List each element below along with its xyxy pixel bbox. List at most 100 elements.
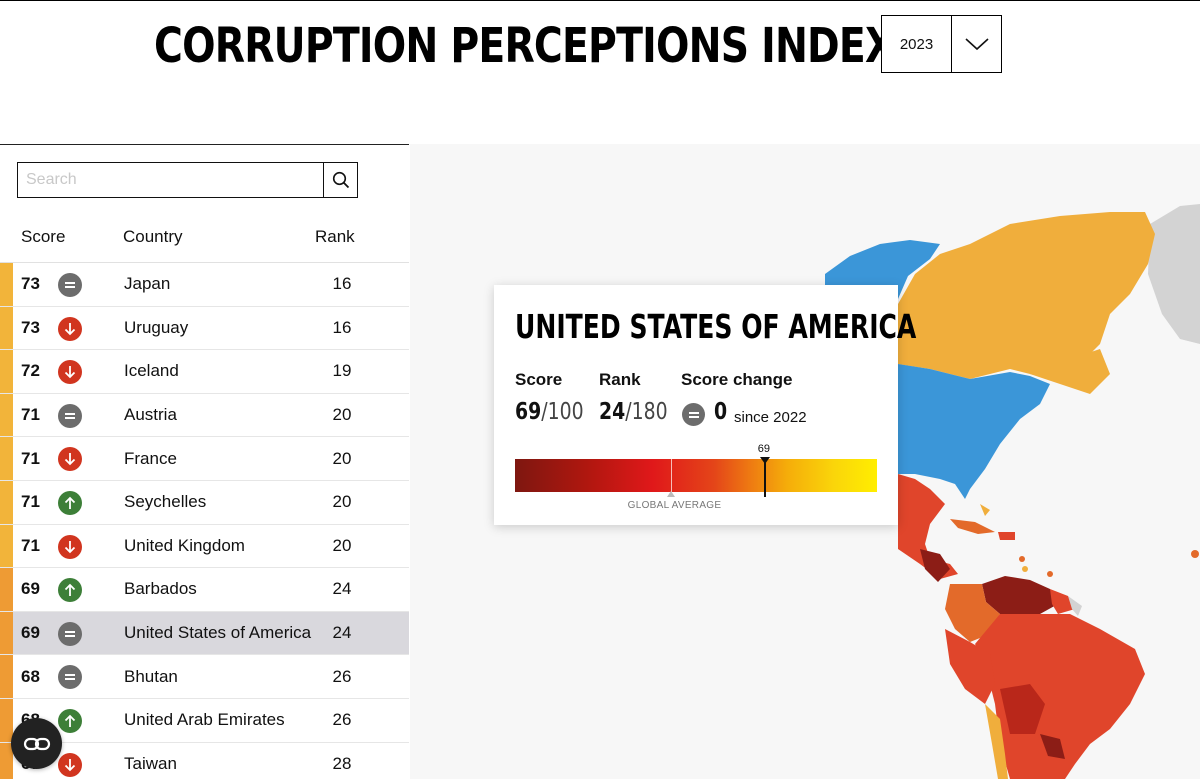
score-color-stripe bbox=[0, 611, 13, 655]
table-row[interactable]: 71 France 20 bbox=[0, 437, 409, 481]
row-rank: 20 bbox=[332, 492, 352, 512]
arrow-down-icon bbox=[58, 447, 82, 472]
column-header-rank[interactable]: Rank bbox=[315, 227, 355, 246]
table-row[interactable]: 73 Uruguay 16 bbox=[0, 306, 409, 351]
row-country: United Kingdom bbox=[124, 535, 245, 555]
score-color-stripe bbox=[0, 742, 13, 779]
country-popup: UNITED STATES OF AMERICA Score Rank Scor… bbox=[494, 285, 917, 525]
list-top-edge bbox=[0, 257, 409, 263]
row-country: Bhutan bbox=[124, 666, 178, 686]
country-list[interactable]: 73 Japan 16 73 Uruguay 16 72 Iceland 19 71 Austria… bbox=[0, 257, 409, 779]
table-row[interactable]: 71 Seychelles 20 bbox=[0, 481, 409, 525]
map-svg bbox=[825, 204, 1200, 779]
score-gauge bbox=[515, 459, 877, 492]
arrow-down-icon bbox=[58, 534, 82, 559]
row-rank: 16 bbox=[332, 274, 352, 294]
row-rank: 26 bbox=[332, 710, 352, 730]
popup-country-name: UNITED STATES OF AMERICA bbox=[515, 307, 917, 346]
arrow-up-icon bbox=[58, 709, 82, 733]
score-color-stripe bbox=[0, 568, 13, 611]
row-country: Austria bbox=[124, 405, 177, 425]
popup-score-value: 69/100 bbox=[515, 399, 584, 425]
gauge-marker-line bbox=[764, 457, 766, 497]
panel-divider bbox=[0, 144, 409, 145]
map-brazil bbox=[975, 614, 1145, 779]
table-row[interactable]: 73 Japan 16 bbox=[0, 263, 409, 307]
accessibility-button[interactable] bbox=[11, 718, 62, 769]
table-row[interactable]: 71 Austria 20 bbox=[0, 393, 409, 438]
popup-change-label: Score change bbox=[681, 370, 793, 389]
map-colombia bbox=[945, 584, 1000, 642]
row-rank: 19 bbox=[332, 361, 352, 381]
map-greenland bbox=[1148, 204, 1200, 344]
search-icon bbox=[332, 171, 349, 189]
popup-change-since: since 2022 bbox=[734, 409, 807, 426]
row-score: 73 bbox=[21, 317, 40, 337]
chevron-down-icon[interactable] bbox=[952, 16, 1001, 72]
score-color-stripe bbox=[0, 481, 13, 524]
row-country: United Arab Emirates bbox=[124, 710, 285, 730]
score-color-stripe bbox=[0, 699, 13, 742]
row-score: 71 bbox=[21, 405, 40, 425]
year-dropdown[interactable]: 2023 bbox=[881, 15, 1002, 73]
map-cuba bbox=[950, 519, 995, 534]
map-peru bbox=[945, 629, 995, 704]
column-header-score[interactable]: Score bbox=[21, 227, 66, 246]
top-border bbox=[0, 0, 1200, 1]
row-score: 69 bbox=[21, 623, 40, 643]
year-value: 2023 bbox=[882, 16, 952, 72]
popup-rank-label: Rank bbox=[599, 370, 641, 389]
arrow-down-icon bbox=[58, 752, 82, 777]
map-bolivia bbox=[1000, 684, 1045, 734]
row-country: United States of America bbox=[124, 623, 312, 643]
score-color-stripe bbox=[0, 263, 13, 306]
row-rank: 26 bbox=[332, 666, 352, 686]
map-guyana bbox=[1050, 589, 1075, 614]
map-suriname bbox=[1068, 596, 1082, 616]
search-box bbox=[17, 162, 358, 198]
equal-icon bbox=[58, 273, 82, 297]
column-header-country[interactable]: Country bbox=[123, 227, 183, 246]
table-row[interactable]: 69 United States of America 24 bbox=[0, 611, 409, 656]
popup-change-value: 0 bbox=[714, 399, 728, 425]
row-country: Iceland bbox=[124, 361, 179, 381]
equal-icon bbox=[682, 403, 705, 426]
row-rank: 16 bbox=[332, 317, 352, 337]
table-row[interactable]: 71 United Kingdom 20 bbox=[0, 524, 409, 569]
table-row[interactable]: 69 Barbados 24 bbox=[0, 568, 409, 612]
arrow-down-icon bbox=[58, 360, 82, 385]
arrow-up-icon bbox=[58, 491, 82, 515]
page-title: CORRUPTION PERCEPTIONS INDEX bbox=[154, 18, 895, 74]
row-score: 69 bbox=[21, 579, 40, 599]
search-input[interactable] bbox=[18, 163, 323, 197]
map-hispaniola bbox=[998, 532, 1015, 540]
equal-icon bbox=[58, 621, 82, 646]
gauge-value-label: 69 bbox=[757, 443, 771, 455]
map-caribbean-small bbox=[980, 504, 990, 516]
map-central-america bbox=[920, 549, 950, 582]
row-score: 72 bbox=[21, 361, 40, 381]
row-country: Seychelles bbox=[124, 492, 207, 512]
map-mexico bbox=[898, 474, 958, 579]
global-average-line bbox=[670, 459, 672, 492]
link-icon bbox=[23, 737, 50, 750]
map-canada-east bbox=[1030, 349, 1110, 394]
row-country: Japan bbox=[124, 274, 171, 294]
score-color-stripe bbox=[0, 306, 13, 350]
map-paraguay bbox=[1040, 734, 1065, 759]
score-color-stripe bbox=[0, 655, 13, 698]
map-chile bbox=[985, 704, 1008, 779]
row-rank: 24 bbox=[332, 623, 352, 643]
row-rank: 24 bbox=[332, 579, 352, 599]
row-rank: 20 bbox=[332, 535, 352, 555]
search-button[interactable] bbox=[323, 163, 357, 197]
map-usa bbox=[898, 364, 1050, 499]
row-score: 71 bbox=[21, 535, 40, 555]
table-row[interactable]: 72 Iceland 19 bbox=[0, 350, 409, 394]
map-venezuela bbox=[982, 576, 1058, 622]
row-score: 71 bbox=[21, 448, 40, 468]
row-country: France bbox=[124, 448, 177, 468]
table-row[interactable]: 68 Bhutan 26 bbox=[0, 655, 409, 699]
